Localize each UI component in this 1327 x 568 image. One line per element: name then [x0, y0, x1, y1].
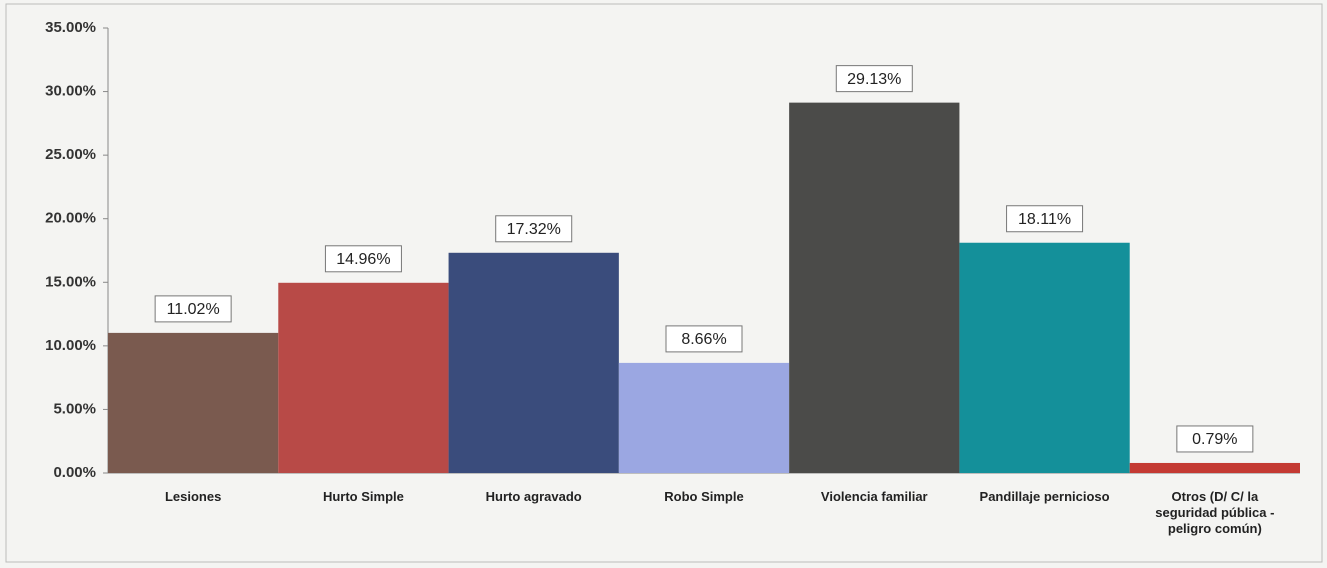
- data-label-box: [154, 295, 232, 323]
- y-tick-label: 35.00%: [45, 19, 96, 36]
- x-tick-label: Pandillaje pernicioso: [979, 489, 1110, 504]
- y-tick-label: 0.00%: [53, 464, 96, 481]
- y-tick-label: 10.00%: [45, 337, 96, 354]
- data-label-box: [1006, 205, 1084, 233]
- bar: [789, 102, 960, 473]
- data-label: 11.02%: [167, 301, 220, 318]
- data-label-box: [1176, 425, 1254, 453]
- data-label-box: [324, 245, 402, 273]
- x-tick-label: Hurto Simple: [322, 489, 404, 504]
- data-label-box: [835, 65, 913, 93]
- x-tick-label: Hurto agravado: [485, 489, 582, 504]
- bar: [108, 332, 279, 473]
- bar: [618, 362, 790, 473]
- data-label: 18.11%: [1018, 211, 1071, 228]
- x-tick-label: Otros (D/ C/ la seguridad pública - peli…: [1155, 489, 1275, 536]
- bar: [278, 282, 449, 473]
- y-tick-label: 20.00%: [45, 210, 96, 227]
- data-label: 14.96%: [336, 251, 390, 268]
- x-tick-label: Violencia familiar: [820, 489, 928, 504]
- data-label: 29.13%: [847, 71, 901, 88]
- y-tick-label: 5.00%: [53, 400, 96, 417]
- y-tick-label: 30.00%: [45, 83, 96, 100]
- x-tick-label: Lesiones: [164, 489, 222, 504]
- data-label-box: [665, 325, 743, 353]
- y-tick-label: 25.00%: [45, 146, 96, 163]
- bar: [1129, 462, 1300, 473]
- data-label: 17.32%: [507, 221, 561, 238]
- data-label: 8.66%: [681, 331, 726, 348]
- x-tick-label: Robo Simple: [664, 489, 744, 504]
- y-tick-label: 15.00%: [45, 273, 96, 290]
- data-label-box: [495, 215, 573, 243]
- data-label: 0.79%: [1192, 431, 1237, 448]
- bar: [448, 252, 619, 473]
- bar: [959, 242, 1130, 473]
